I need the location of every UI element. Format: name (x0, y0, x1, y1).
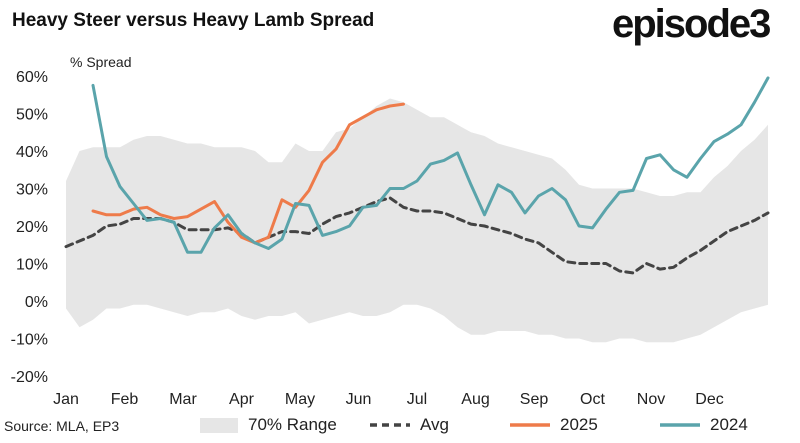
legend-swatch-avg (370, 423, 410, 427)
x-tick-label: Sep (520, 391, 549, 408)
avg-line (64, 196, 770, 275)
x-tick-label: Apr (229, 391, 255, 408)
x-tick-label: Nov (637, 391, 665, 408)
x-tick-label: Jan (53, 391, 79, 408)
legend-label-2024: 2024 (710, 415, 748, 434)
y-axis-label: % Spread (70, 54, 131, 70)
y-tick-label: -20% (11, 369, 48, 386)
legend-swatch-range (200, 417, 238, 433)
x-tick-label: May (285, 391, 315, 408)
x-tick-label: Dec (695, 391, 723, 408)
line-2025 (91, 102, 405, 245)
x-axis: Jan Feb Mar Apr May Jun Jul Aug Sep Oct Nov Dec (53, 391, 724, 408)
legend-item-avg: Avg (370, 414, 449, 436)
legend-item-2024: 2024 (660, 414, 748, 436)
line-2024 (91, 76, 770, 254)
y-tick-label: -10% (11, 332, 48, 349)
chart-svg: -20% -10% 0% 10% 20% 30% 40% 50% 60% Jan Feb Mar Ap… (11, 54, 770, 408)
x-tick-label: Feb (111, 391, 139, 408)
y-axis: -20% -10% 0% 10% 20% 30% 40% 50% 60% (11, 69, 48, 386)
y-tick-label: 20% (16, 219, 48, 236)
range-band-group (66, 98, 768, 343)
legend-item-2025: 2025 (510, 414, 598, 436)
x-tick-label: Oct (580, 391, 605, 408)
y-tick-label: 30% (16, 182, 48, 199)
series-lines-group (64, 76, 770, 275)
x-tick-label: Aug (461, 391, 489, 408)
y-tick-label: 60% (16, 69, 48, 86)
source-note: Source: MLA, EP3 (4, 418, 120, 434)
x-tick-label: Jul (407, 391, 427, 408)
legend-label-avg: Avg (420, 415, 449, 434)
y-tick-label: 40% (16, 144, 48, 161)
y-tick-label: 10% (16, 257, 48, 274)
legend-label-range: 70% Range (248, 415, 337, 434)
x-tick-label: Mar (169, 391, 197, 408)
legend-item-range: 70% Range (200, 414, 337, 436)
legend-swatch-2025 (510, 423, 550, 427)
brand-logo: episode3 (612, 2, 771, 46)
chart-title: Heavy Steer versus Heavy Lamb Spread (12, 10, 375, 31)
legend-swatch-2024 (660, 423, 700, 427)
legend-label-2025: 2025 (560, 415, 598, 434)
range-band (66, 98, 768, 343)
y-tick-label: 50% (16, 107, 48, 124)
x-tick-label: Jun (346, 391, 372, 408)
y-tick-label: 0% (25, 294, 48, 311)
